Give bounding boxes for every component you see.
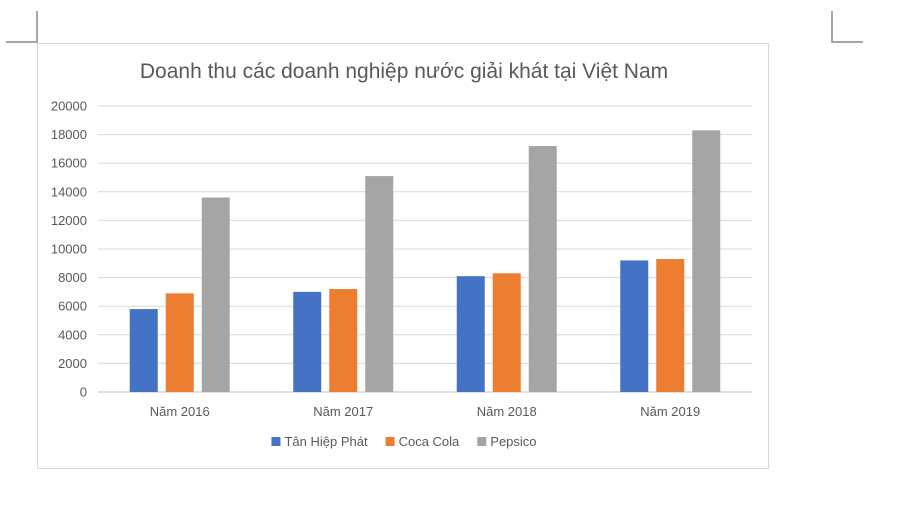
bar	[656, 259, 685, 392]
bar	[456, 276, 485, 392]
x-tick-label: Năm 2019	[640, 404, 700, 419]
bar	[492, 273, 521, 392]
legend: Tân Hiệp Phát Coca Cola Pepsico	[271, 434, 537, 449]
legend-swatch	[385, 437, 395, 446]
y-tick-label: 8000	[58, 270, 87, 285]
legend-label: Coca Cola	[399, 434, 460, 449]
y-tick-label: 12000	[51, 213, 87, 228]
bar	[201, 197, 230, 392]
bars	[129, 130, 721, 392]
bar	[293, 291, 322, 392]
y-tick-label: 20000	[51, 99, 87, 114]
y-tick-label: 14000	[51, 184, 87, 199]
y-tick-label: 6000	[58, 299, 87, 314]
y-tick-label: 16000	[51, 156, 87, 171]
bar-chart: Doanh thu các doanh nghiệp nước giải khá…	[51, 60, 752, 449]
y-axis-ticks: 0 2000 4000 6000 8000 10000 12000 14000 16000 180…	[51, 99, 87, 400]
legend-item: Pepsico	[477, 434, 537, 449]
gridlines	[98, 105, 752, 393]
x-tick-label: Năm 2016	[150, 404, 210, 419]
x-tick-label: Năm 2018	[477, 404, 537, 419]
legend-item: Tân Hiệp Phát	[271, 434, 368, 449]
bar	[165, 293, 194, 392]
legend-label: Tân Hiệp Phát	[284, 434, 367, 449]
bar	[528, 146, 557, 392]
bar	[365, 176, 394, 392]
chart-title: Doanh thu các doanh nghiệp nước giải khá…	[140, 60, 668, 83]
legend-swatch	[271, 437, 281, 446]
crop-mark-top-left	[6, 11, 38, 43]
y-tick-label: 4000	[58, 327, 87, 342]
crop-mark-top-right	[831, 11, 863, 43]
x-tick-label: Năm 2017	[313, 404, 373, 419]
y-tick-label: 0	[80, 385, 87, 400]
bar	[620, 260, 649, 392]
legend-swatch	[477, 437, 487, 446]
legend-item: Coca Cola	[385, 434, 460, 449]
legend-label: Pepsico	[490, 434, 536, 449]
y-tick-label: 2000	[58, 356, 87, 371]
bar	[129, 309, 158, 392]
x-axis-ticks: Năm 2016 Năm 2017 Năm 2018 Năm 2019	[150, 404, 700, 419]
bar	[692, 130, 721, 392]
bar	[329, 289, 358, 392]
y-tick-label: 18000	[51, 127, 87, 142]
chart-area[interactable]: Doanh thu các doanh nghiệp nước giải khá…	[37, 43, 769, 469]
y-tick-label: 10000	[51, 242, 87, 257]
